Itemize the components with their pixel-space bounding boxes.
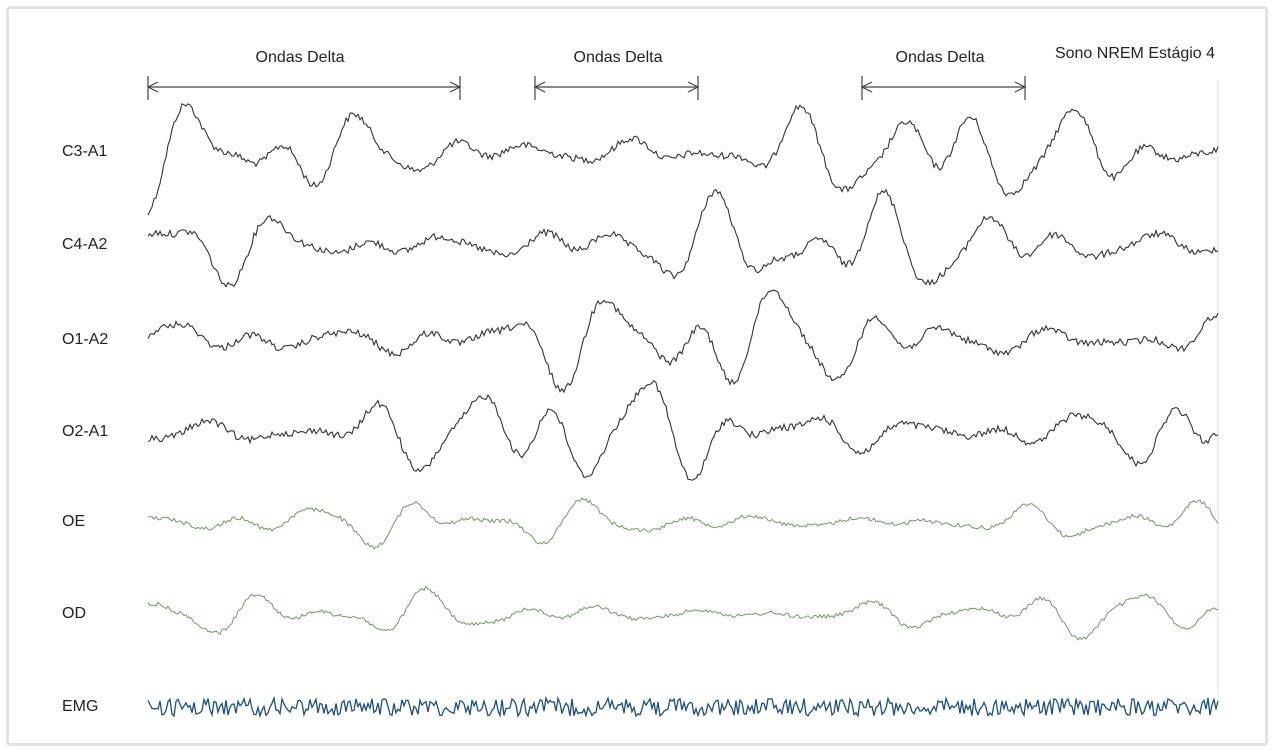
signal-trace	[147, 585, 1219, 641]
signal-trace	[147, 497, 1219, 550]
channel-label: O1-A2	[62, 331, 108, 348]
signal-trace	[147, 695, 1219, 719]
channel-label: C4-A2	[62, 236, 107, 253]
channel-label: C3-A1	[62, 143, 107, 160]
channel-label: OE	[62, 513, 85, 530]
signal-trace	[147, 188, 1219, 288]
signal-trace	[147, 289, 1219, 394]
annotation: Ondas Delta	[256, 49, 345, 66]
annotation: Ondas Delta	[896, 49, 985, 66]
annotation: Ondas Delta	[574, 49, 663, 66]
channel-label: OD	[62, 605, 86, 622]
signal-trace	[147, 379, 1219, 481]
annotation-arrows	[146, 76, 1027, 100]
signal-trace	[147, 103, 1219, 216]
title: Sono NREM Estágio 4	[1055, 45, 1215, 62]
channel-label: EMG	[62, 698, 98, 715]
channel-label: O2-A1	[62, 423, 108, 440]
